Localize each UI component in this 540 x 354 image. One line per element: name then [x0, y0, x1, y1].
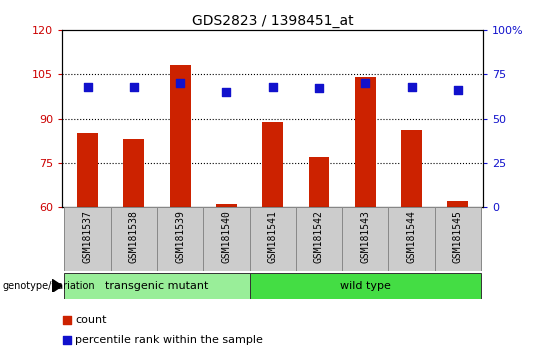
- Text: GSM181540: GSM181540: [221, 210, 232, 263]
- Text: GSM181542: GSM181542: [314, 210, 324, 263]
- Title: GDS2823 / 1398451_at: GDS2823 / 1398451_at: [192, 14, 354, 28]
- Point: [176, 80, 185, 86]
- Point: [130, 84, 138, 90]
- Bar: [216, 204, 237, 207]
- Text: GSM181541: GSM181541: [268, 210, 278, 263]
- Bar: [342, 207, 388, 271]
- Text: GSM181543: GSM181543: [360, 210, 370, 263]
- Text: count: count: [76, 315, 107, 325]
- Bar: [296, 207, 342, 271]
- Point: [62, 317, 71, 323]
- Text: GSM181539: GSM181539: [175, 210, 185, 263]
- Point: [454, 87, 462, 93]
- Bar: [355, 77, 376, 207]
- Text: GSM181538: GSM181538: [129, 210, 139, 263]
- Point: [83, 84, 92, 90]
- Bar: [262, 121, 283, 207]
- Text: transgenic mutant: transgenic mutant: [105, 281, 208, 291]
- Polygon shape: [52, 280, 62, 292]
- Text: wild type: wild type: [340, 281, 391, 291]
- Bar: [401, 130, 422, 207]
- Text: percentile rank within the sample: percentile rank within the sample: [76, 335, 263, 345]
- Bar: [388, 207, 435, 271]
- Bar: [435, 207, 481, 271]
- Bar: [64, 273, 249, 299]
- Point: [315, 86, 323, 91]
- Bar: [64, 207, 111, 271]
- Point: [407, 84, 416, 90]
- Point: [361, 80, 369, 86]
- Text: GSM181544: GSM181544: [407, 210, 416, 263]
- Bar: [170, 65, 191, 207]
- Bar: [249, 207, 296, 271]
- Bar: [124, 139, 144, 207]
- Text: GSM181545: GSM181545: [453, 210, 463, 263]
- Bar: [203, 207, 249, 271]
- Text: genotype/variation: genotype/variation: [3, 281, 96, 291]
- Bar: [157, 207, 203, 271]
- Bar: [77, 133, 98, 207]
- Point: [62, 337, 71, 343]
- Bar: [308, 157, 329, 207]
- Point: [268, 84, 277, 90]
- Text: GSM181537: GSM181537: [83, 210, 92, 263]
- Point: [222, 89, 231, 95]
- Bar: [111, 207, 157, 271]
- Bar: [249, 273, 481, 299]
- Bar: [448, 201, 468, 207]
